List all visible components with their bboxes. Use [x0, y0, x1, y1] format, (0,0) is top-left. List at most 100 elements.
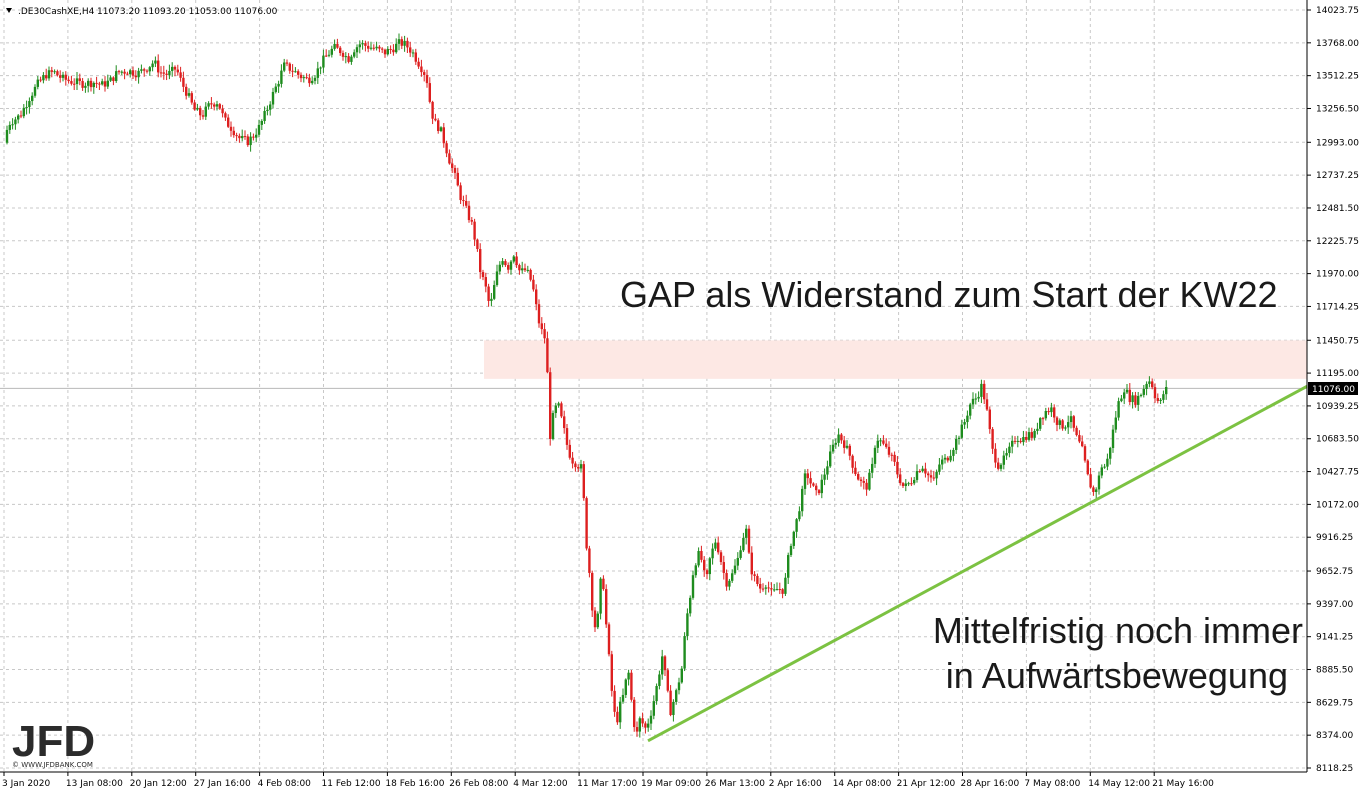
candle-body [546, 338, 549, 373]
candle-body [406, 40, 409, 48]
grid [0, 0, 1307, 772]
candle-body [325, 55, 328, 57]
candle-body [1123, 392, 1126, 399]
candle-body [467, 205, 471, 221]
candle-body [787, 555, 790, 578]
candle-body [549, 372, 552, 439]
candle-body [826, 466, 829, 475]
logo-url: © WWW.JFDBANK.COM [12, 761, 93, 769]
candle-body [885, 443, 888, 447]
candle-body [955, 439, 958, 450]
x-tick-label: 4 Feb 08:00 [258, 779, 312, 789]
candle-body [140, 69, 143, 71]
candle-body [929, 475, 933, 478]
candle-body [311, 80, 314, 84]
candle-body [817, 490, 821, 494]
candle-body [383, 49, 387, 55]
candle-body [966, 415, 969, 423]
y-tick-label: 12481.50 [1316, 204, 1359, 214]
candle-body [887, 446, 891, 455]
candle-body [31, 95, 34, 102]
candle-body [157, 60, 160, 73]
candle-body [1165, 386, 1168, 395]
candle-body [526, 269, 529, 271]
candle-body [1061, 420, 1064, 429]
candle-body [453, 167, 457, 173]
candle-body [1044, 411, 1047, 419]
candle-body [865, 482, 868, 490]
candle-body [182, 77, 185, 87]
candle-body [201, 115, 205, 117]
candle-body [434, 118, 437, 121]
candle-body [843, 440, 846, 448]
candle-body [837, 434, 840, 443]
x-tick-label: 18 Feb 16:00 [385, 779, 444, 789]
candle-body [957, 437, 961, 440]
candle-body [1128, 389, 1131, 403]
candle-body [1081, 441, 1084, 447]
candle-body [378, 46, 381, 49]
candle-body [367, 45, 370, 49]
candle-body [487, 286, 490, 301]
candle-body [1153, 387, 1157, 399]
candle-body [417, 61, 420, 67]
candle-body [607, 624, 611, 655]
candle-body [633, 699, 636, 728]
candle-body [305, 77, 308, 79]
x-tick-label: 13 Jan 08:00 [66, 779, 123, 789]
x-tick-label: 26 Feb 08:00 [449, 779, 508, 789]
candle-body [1148, 381, 1151, 384]
candle-body [347, 56, 350, 62]
candle-body [176, 69, 179, 73]
candle-body [635, 727, 639, 732]
candle-body [249, 136, 252, 146]
candle-body [277, 83, 280, 87]
candle-body [341, 52, 345, 57]
candle-body [386, 48, 389, 55]
y-tick-label: 13768.00 [1316, 39, 1359, 49]
candle-body [551, 413, 555, 439]
candle-body [1117, 401, 1120, 418]
x-tick-label: 11 Feb 12:00 [322, 779, 381, 789]
gap-annotation: GAP als Widerstand zum Start der KW22 [620, 274, 1278, 315]
candle-body [339, 47, 342, 53]
candle-body [425, 74, 429, 84]
candle-body [1025, 437, 1028, 440]
x-tick-label: 28 Apr 16:00 [961, 779, 1020, 789]
candle-body [781, 589, 784, 594]
candle-body [1114, 417, 1117, 430]
dropdown-triangle-icon[interactable] [6, 8, 12, 13]
candle-body [498, 264, 501, 272]
candle-body [563, 416, 566, 429]
candle-body [1125, 389, 1129, 393]
candle-body [409, 47, 412, 53]
candle-body [1137, 395, 1140, 405]
candle-body [921, 468, 924, 472]
candle-body [59, 75, 62, 78]
candle-body [610, 654, 613, 691]
trendline[interactable] [647, 385, 1308, 743]
candle-body [291, 70, 294, 72]
candle-body [389, 48, 392, 50]
candle-body [1086, 460, 1089, 475]
candle-body [725, 572, 728, 587]
candle-body [358, 44, 361, 48]
candle-body [204, 106, 207, 117]
candle-body [50, 70, 53, 72]
candle-body [515, 256, 518, 266]
candle-body [1151, 381, 1154, 388]
candle-body [907, 483, 910, 485]
candle-body [479, 249, 482, 273]
candle-body [423, 72, 426, 75]
candle-body [47, 70, 51, 79]
candle-body [1156, 398, 1159, 401]
candle-body [1109, 447, 1112, 459]
candle-body [1159, 399, 1162, 401]
candle-body [336, 43, 339, 48]
candle-body [616, 711, 619, 723]
candle-body [25, 107, 28, 109]
candle-body [162, 72, 165, 74]
candle-body [255, 134, 258, 138]
